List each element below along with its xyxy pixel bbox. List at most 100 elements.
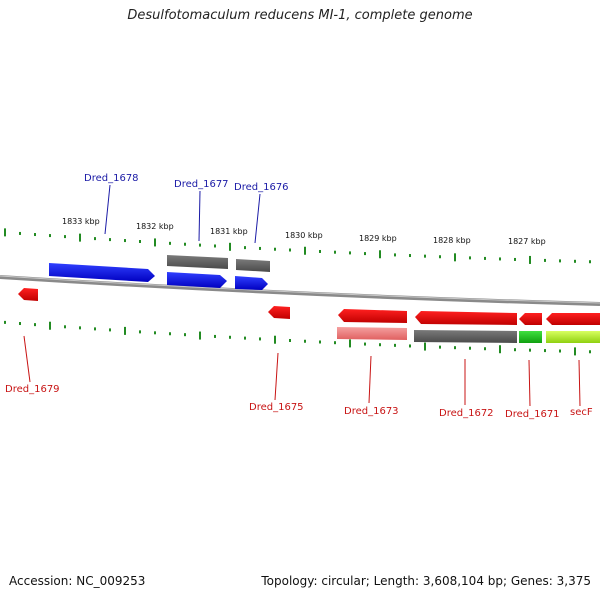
reverse-strand-tick [64,325,66,329]
kbp-label-1829: 1829 kbp [359,234,397,243]
reverse-strand-tick [184,333,186,337]
label-dred-1678[interactable]: Dred_1678 [84,173,139,184]
reverse-strand-tick [199,331,201,340]
forward-strand-tick [199,243,201,247]
reverse-strand-tick [139,330,141,334]
forward-strand-tick [139,240,141,244]
forward-strand-tick [19,231,21,235]
forward-strand-tick [469,256,471,260]
gene-arrow-dred-1673[interactable] [338,309,407,323]
forward-strand-tick [409,254,411,258]
reverse-strand-tick [79,326,81,330]
forward-strand-tick [184,242,186,246]
kbp-label-1831: 1831 kbp [210,227,248,236]
reverse-strand-tick [409,344,411,348]
forward-strand-tick [64,235,66,239]
forward-strand-ticks [4,228,591,264]
reverse-strand-tick [34,323,36,327]
reverse-strand-tick [244,336,246,340]
leader-dred-1673 [368,355,372,404]
forward-strand-tick [559,259,561,263]
kbp-scale: 1833 kbp 1832 kbp 1831 kbp 1830 kbp 1829… [62,217,546,246]
forward-strand-tick [439,255,441,259]
reverse-strand-tick [514,348,516,352]
forward-strand-tick [364,252,366,256]
leader-dred-1671 [528,359,531,407]
forward-strand-tick [544,258,546,262]
reverse-strand-tick [154,331,156,335]
forward-strand-tick [79,233,81,242]
forward-strand-tick [334,250,336,254]
reverse-strand-tick [424,342,426,351]
genome-backbone [0,275,600,306]
reverse-strand-tick [394,343,396,347]
label-dred-1676[interactable]: Dred_1676 [234,182,289,193]
kbp-label-1832: 1832 kbp [136,222,174,231]
gene-arrow-dred-1679[interactable] [18,288,38,301]
reverse-strand-tick [109,328,111,332]
forward-strand-tick [589,260,591,264]
gene-arrow-dred-1678[interactable] [49,263,155,282]
forward-strand-tick [394,253,396,257]
forward-strand-tick [319,249,321,253]
reverse-strand-tick [259,337,261,341]
forward-strand-tick [259,246,261,250]
gene-bar-dred-1677-pseudo[interactable] [167,255,228,269]
forward-strand-tick [274,247,276,251]
gene-arrow-dred-1677[interactable] [167,272,227,288]
reverse-strand-tick [469,346,471,350]
gene-arrow-dred-1672[interactable] [415,311,517,325]
label-dred-1679[interactable]: Dred_1679 [5,384,60,395]
leader-dred-1678 [104,184,111,235]
kbp-label-1827: 1827 kbp [508,237,546,246]
forward-genes [49,255,270,290]
forward-strand-tick [304,246,306,255]
forward-strand-tick [454,253,456,262]
reverse-strand-tick [229,335,231,339]
reverse-genes [18,288,600,343]
reverse-strand-tick [379,343,381,347]
reverse-strand-tick [19,322,21,326]
gene-bar-secf-domain[interactable] [546,331,600,343]
reverse-strand-tick [94,327,96,331]
label-dred-1671[interactable]: Dred_1671 [505,409,560,420]
reverse-strand-tick [559,349,561,353]
reverse-strand-tick [574,347,576,356]
label-dred-1677[interactable]: Dred_1677 [174,179,229,190]
gene-bar-dred-1671-domain[interactable] [519,331,542,343]
leader-dred-1679 [23,335,31,383]
kbp-label-1833: 1833 kbp [62,217,100,226]
label-dred-1673[interactable]: Dred_1673 [344,406,399,417]
gene-arrow-secf[interactable] [546,313,600,325]
gene-arrow-dred-1675[interactable] [268,306,290,319]
leader-secf [578,359,581,407]
forward-strand-tick [169,241,171,245]
reverse-strand-tick [169,332,171,336]
gene-bar-dred-1676-pseudo[interactable] [236,259,270,272]
gene-arrow-dred-1671[interactable] [519,313,542,325]
forward-strand-tick [529,255,531,264]
leader-dred-1675 [274,352,279,401]
forward-strand-tick [109,238,111,242]
label-dred-1672[interactable]: Dred_1672 [439,408,494,419]
label-dred-1675[interactable]: Dred_1675 [249,402,304,413]
reverse-strand-tick [439,345,441,349]
label-secf[interactable]: secF [570,407,593,418]
reverse-strand-tick [124,326,126,335]
gene-arrow-dred-1676[interactable] [235,276,268,290]
reverse-strand-tick [274,335,276,344]
reverse-strand-tick [334,341,336,345]
gene-bar-dred-1673-pseudo[interactable] [337,327,407,340]
reverse-strand-tick [589,350,591,354]
forward-strand-tick [244,246,246,250]
accession-text: Accession: NC_009253 [9,574,146,588]
forward-strand-tick [34,233,36,237]
reverse-strand-tick [349,339,351,348]
map-title: Desulfotomaculum reducens MI-1, complete… [127,8,473,23]
reverse-strand-tick [214,334,216,338]
forward-strand-tick [289,248,291,252]
genome-backbone-highlight [0,275,600,304]
gene-bar-dred-1672-pseudo[interactable] [414,330,517,343]
forward-strand-tick [229,242,231,251]
